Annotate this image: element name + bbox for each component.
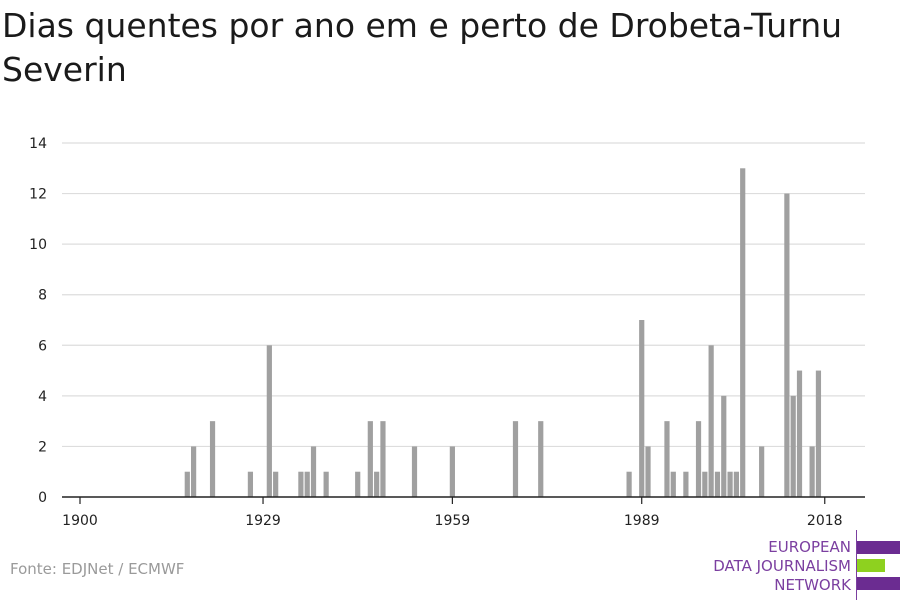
bar-1973: [538, 421, 544, 497]
y-tick-label: 0: [38, 490, 47, 506]
bar-1918: [191, 446, 197, 497]
bar-1987: [626, 471, 632, 497]
y-tick-label: 12: [29, 187, 47, 203]
bar-2014: [796, 370, 803, 497]
bar-1946: [367, 421, 373, 497]
bar-1989: [639, 320, 645, 497]
bar-1939: [323, 471, 329, 497]
logo-bar-middle: [857, 559, 885, 572]
bar-1990: [645, 446, 651, 497]
bar-1993: [664, 421, 670, 497]
x-tick-label: 2018: [807, 513, 843, 529]
x-tick-label: 1900: [62, 513, 98, 529]
x-tick-label: 1929: [245, 513, 281, 529]
bar-1969: [512, 421, 519, 497]
bar-1917: [184, 471, 190, 497]
bar-1996: [683, 471, 689, 497]
y-tick-label: 6: [38, 338, 47, 354]
logo-line-network: NETWORK: [774, 576, 851, 594]
chart-title: Dias quentes por ano em e perto de Drobe…: [2, 6, 843, 89]
logo-divider: [856, 530, 857, 600]
y-tick-label: 14: [29, 136, 47, 152]
edjnet-logo: EUROPEAN DATA JOURNALISM NETWORK: [700, 530, 900, 600]
bar-1930: [266, 345, 272, 497]
bar-1959: [449, 446, 455, 497]
bar-1998: [695, 421, 702, 497]
bar-2017: [815, 370, 822, 497]
bar-1931: [273, 471, 279, 497]
bar-1937: [310, 446, 317, 497]
bar-2004: [733, 471, 739, 497]
bar-2005: [740, 168, 746, 498]
y-tick-label: 2: [38, 439, 47, 455]
bar-2008: [759, 446, 765, 497]
y-tick-label: 10: [29, 237, 47, 253]
bar-chart: 0 2 4 6 8 10 12 14 1900 1929 1959 1989 2018: [29, 136, 865, 529]
bar-1947: [374, 471, 380, 497]
source-credit: Fonte: EDJNet / ECMWF: [10, 560, 185, 578]
y-tick-label: 4: [38, 389, 47, 405]
logo-bar-top: [857, 541, 900, 554]
bar-2013: [790, 395, 796, 497]
x-tick-label: 1959: [435, 513, 471, 529]
bars: [184, 168, 822, 498]
bar-1944: [355, 471, 361, 497]
bar-1935: [298, 471, 304, 497]
x-tick-label: 1989: [624, 513, 660, 529]
bar-1921: [209, 421, 216, 497]
y-axis-ticks: 0 2 4 6 8 10 12 14: [29, 136, 47, 506]
logo-line-data-journalism: DATA JOURNALISM: [713, 557, 851, 575]
bar-2001: [714, 471, 721, 497]
x-axis-ticks: 1900 1929 1959 1989 2018: [62, 497, 843, 529]
bar-1999: [702, 471, 708, 497]
bar-2002: [721, 395, 727, 497]
y-tick-label: 8: [38, 288, 47, 304]
bar-1927: [247, 471, 254, 497]
logo-line-european: EUROPEAN: [768, 538, 851, 556]
bar-1948: [380, 421, 386, 497]
bar-1936: [304, 471, 310, 497]
bar-2012: [784, 193, 790, 498]
logo-bar-bottom: [857, 577, 900, 590]
bar-1953: [411, 446, 418, 497]
bar-2003: [727, 471, 733, 497]
bar-2000: [708, 345, 714, 497]
bar-1994: [670, 471, 676, 497]
bar-2016: [809, 446, 815, 497]
